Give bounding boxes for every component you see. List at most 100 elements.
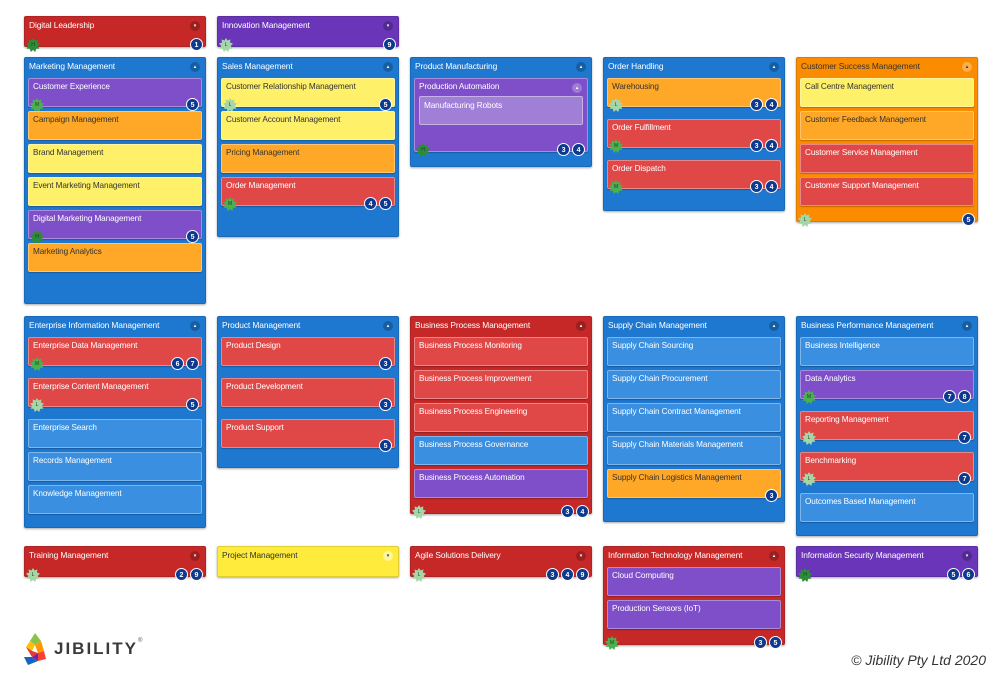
- capability-outcomes-based-management[interactable]: Outcomes Based Management: [800, 493, 974, 522]
- collapse-chevron-icon[interactable]: ▴: [769, 551, 779, 561]
- capability-benchmarking[interactable]: Benchmarking L 7: [800, 452, 974, 486]
- capability-business-process-governance[interactable]: Business Process Governance: [414, 436, 588, 465]
- capability-product-development[interactable]: Product Development 3: [221, 378, 395, 411]
- capability-marketing-management[interactable]: Marketing Management ▴ Customer Experienc…: [24, 57, 206, 304]
- capability-product-management[interactable]: Product Management ▴ Product Design 3 Pro…: [217, 316, 399, 468]
- count-badge: 5: [186, 230, 199, 243]
- capability-records-management[interactable]: Records Management: [28, 452, 202, 481]
- capability-product-support[interactable]: Product Support 5: [221, 419, 395, 452]
- capability-reporting-management[interactable]: Reporting Management L 7: [800, 411, 974, 445]
- count-badge: 9: [383, 38, 396, 51]
- expand-chevron-icon[interactable]: ▾: [190, 21, 200, 31]
- capability-customer-feedback-management[interactable]: Customer Feedback Management: [800, 111, 974, 140]
- capability-enterprise-search[interactable]: Enterprise Search: [28, 419, 202, 448]
- maturity-level-low-icon: L: [412, 568, 426, 582]
- collapse-chevron-icon[interactable]: ▴: [962, 321, 972, 331]
- maturity-level-high-icon: H: [416, 143, 430, 157]
- card-header: Agile Solutions Delivery ▾: [411, 547, 591, 567]
- capability-business-process-management[interactable]: Business Process Management ▴ Business Pr…: [410, 316, 592, 519]
- count-badge: 4: [765, 180, 778, 193]
- capability-call-centre-management[interactable]: Call Centre Management: [800, 78, 974, 107]
- capability-product-design[interactable]: Product Design 3: [221, 337, 395, 370]
- capability-customer-relationship-management[interactable]: Customer Relationship Management L 5: [221, 78, 395, 112]
- capability-supply-chain-materials-management[interactable]: Supply Chain Materials Management: [607, 436, 781, 465]
- expand-chevron-icon[interactable]: ▾: [190, 551, 200, 561]
- capability-customer-account-management[interactable]: Customer Account Management: [221, 111, 395, 140]
- count-badge: 9: [576, 568, 589, 581]
- collapse-chevron-icon[interactable]: ▴: [190, 321, 200, 331]
- capability-customer-experience[interactable]: Customer Experience M 5: [28, 78, 202, 112]
- expand-chevron-icon[interactable]: ▾: [576, 551, 586, 561]
- maturity-level-low-icon: L: [219, 38, 233, 52]
- capability-supply-chain-logistics-management[interactable]: Supply Chain Logistics Management 3: [607, 469, 781, 502]
- capability-pricing-management[interactable]: Pricing Management: [221, 144, 395, 173]
- collapse-chevron-icon[interactable]: ▴: [576, 321, 586, 331]
- capability-event-marketing-management[interactable]: Event Marketing Management: [28, 177, 202, 206]
- capability-business-process-engineering[interactable]: Business Process Engineering: [414, 403, 588, 432]
- collapse-chevron-icon[interactable]: ▴: [769, 321, 779, 331]
- capability-campaign-management[interactable]: Campaign Management: [28, 111, 202, 140]
- badge-group: 9: [383, 38, 396, 51]
- capability-production-automation[interactable]: Production Automation ▴ Manufacturing Ro…: [414, 78, 588, 157]
- collapse-chevron-icon[interactable]: ▴: [383, 321, 393, 331]
- count-badge: 3: [557, 143, 570, 156]
- capability-customer-support-management[interactable]: Customer Support Management: [800, 177, 974, 206]
- collapse-chevron-icon[interactable]: ▴: [576, 62, 586, 72]
- capability-sales-management[interactable]: Sales Management ▴ Customer Relationship …: [217, 57, 399, 237]
- capability-supply-chain-procurement[interactable]: Supply Chain Procurement: [607, 370, 781, 399]
- expand-chevron-icon[interactable]: ▾: [383, 551, 393, 561]
- capability-business-intelligence[interactable]: Business Intelligence: [800, 337, 974, 366]
- capability-customer-success-management[interactable]: Customer Success Management ▴ Call Centre…: [796, 57, 978, 227]
- capability-enterprise-content-management[interactable]: Enterprise Content Management L 5: [28, 378, 202, 412]
- maturity-level-medium-icon: M: [30, 98, 44, 112]
- capability-supply-chain-management[interactable]: Supply Chain Management ▴ Supply Chain So…: [603, 316, 785, 522]
- collapse-chevron-icon[interactable]: ▴: [572, 83, 582, 93]
- capability-knowledge-management[interactable]: Knowledge Management: [28, 485, 202, 514]
- capability-supply-chain-contract-management[interactable]: Supply Chain Contract Management: [607, 403, 781, 432]
- capability-project-management[interactable]: Project Management ▾: [217, 546, 399, 577]
- expand-chevron-icon[interactable]: ▾: [962, 551, 972, 561]
- capability-manufacturing-robots[interactable]: Manufacturing Robots: [419, 96, 583, 125]
- capability-customer-service-management[interactable]: Customer Service Management: [800, 144, 974, 173]
- capability-marketing-analytics[interactable]: Marketing Analytics: [28, 243, 202, 272]
- capability-production-sensors-iot[interactable]: Production Sensors (IoT): [607, 600, 781, 629]
- capability-information-technology-management[interactable]: Information Technology Management ▴ Cloud…: [603, 546, 785, 650]
- capability-innovation-management[interactable]: Innovation Management ▾ L 9: [217, 16, 399, 52]
- capability-product-manufacturing[interactable]: Product Manufacturing ▴ Production Automa…: [410, 57, 592, 167]
- maturity-level-high-icon: H: [30, 230, 44, 244]
- count-badge: 3: [750, 180, 763, 193]
- collapse-chevron-icon[interactable]: ▴: [383, 62, 393, 72]
- expand-chevron-icon[interactable]: ▾: [383, 21, 393, 31]
- card-header: Marketing Management ▴: [25, 58, 205, 78]
- capability-digital-marketing-management[interactable]: Digital Marketing Management H 5: [28, 210, 202, 244]
- capability-business-process-automation[interactable]: Business Process Automation: [414, 469, 588, 498]
- capability-business-process-monitoring[interactable]: Business Process Monitoring: [414, 337, 588, 366]
- capability-digital-leadership[interactable]: Digital Leadership ▾ H 1: [24, 16, 206, 52]
- maturity-level-low-icon: L: [802, 472, 816, 486]
- count-badge: 3: [379, 357, 392, 370]
- capability-supply-chain-sourcing[interactable]: Supply Chain Sourcing: [607, 337, 781, 366]
- capability-business-performance-management[interactable]: Business Performance Management ▴ Busines…: [796, 316, 978, 536]
- copyright-text: © Jibility Pty Ltd 2020: [851, 652, 986, 668]
- card-header: Supply Chain Management ▴: [604, 317, 784, 337]
- capability-enterprise-information-management[interactable]: Enterprise Information Management ▴ Enter…: [24, 316, 206, 528]
- capability-cloud-computing[interactable]: Cloud Computing: [607, 567, 781, 596]
- collapse-chevron-icon[interactable]: ▴: [190, 62, 200, 72]
- capability-business-process-improvement[interactable]: Business Process Improvement: [414, 370, 588, 399]
- count-badge: 4: [572, 143, 585, 156]
- card-header: Customer Success Management ▴: [797, 58, 977, 78]
- collapse-chevron-icon[interactable]: ▴: [962, 62, 972, 72]
- collapse-chevron-icon[interactable]: ▴: [769, 62, 779, 72]
- capability-brand-management[interactable]: Brand Management: [28, 144, 202, 173]
- count-badge: 4: [765, 98, 778, 111]
